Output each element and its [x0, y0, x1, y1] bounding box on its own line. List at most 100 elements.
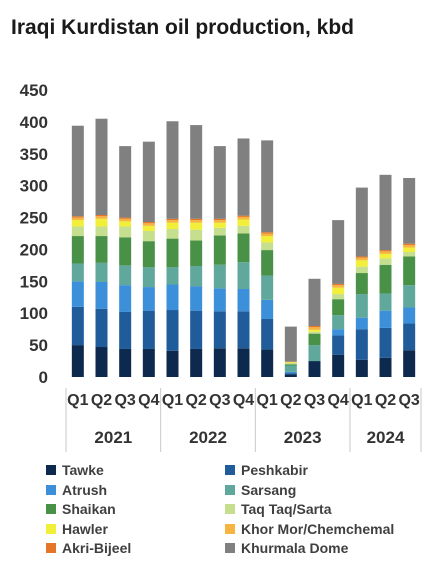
- legend-item: Akri-Bijeel: [46, 540, 131, 556]
- bar-segment-khor-mor-chemchemal: [190, 220, 203, 223]
- bar-segment-atrush: [166, 284, 179, 311]
- legend-label: Shaikan: [62, 501, 116, 517]
- bar-segment-akri-bijeel: [237, 215, 250, 217]
- bar-segment-hawler: [166, 222, 179, 230]
- bar-segment-khor-mor-chemchemal: [403, 244, 416, 248]
- bar-segment-hawler: [261, 236, 274, 243]
- bar-segment-tawke: [261, 349, 274, 377]
- bar-segment-hawler: [190, 222, 203, 230]
- legend-swatch: [46, 484, 56, 495]
- bar-segment-shaikan: [284, 364, 297, 366]
- bar-segment-atrush: [355, 317, 368, 330]
- bar-segment-tawke: [308, 361, 321, 377]
- bar-segment-shaikan: [332, 299, 345, 316]
- bar-segment-sarsang: [119, 265, 132, 286]
- legend-label: Atrush: [62, 481, 108, 498]
- legend-swatch: [46, 543, 56, 553]
- bar-segment-taq-taq-sarta: [213, 227, 226, 236]
- bar-segment-akri-bijeel: [403, 243, 416, 245]
- bar-segment-khurmala-dome: [284, 326, 297, 362]
- bar-segment-akri-bijeel: [142, 222, 155, 224]
- legend-swatch: [225, 484, 235, 495]
- y-tick-label: 50: [29, 336, 48, 355]
- bar-segment-peshkabir: [403, 323, 416, 351]
- bar-segment-shaikan: [308, 333, 321, 346]
- bar-segment-hawler: [119, 221, 132, 227]
- bar-segment-atrush: [261, 299, 274, 319]
- legend-swatch: [225, 465, 235, 475]
- bar-segment-sarsang: [142, 267, 155, 288]
- bar-segment-taq-taq-sarta: [71, 226, 84, 237]
- legend-item: Shaikan: [46, 501, 116, 517]
- y-tick-label: 400: [20, 113, 48, 132]
- legend-label: Sarsang: [241, 481, 297, 498]
- bar-segment-sarsang: [308, 345, 321, 362]
- bar-segment-akri-bijeel: [166, 218, 179, 221]
- year-label: 2022: [189, 428, 227, 447]
- bar-segment-hawler: [237, 219, 250, 226]
- bar-segment-peshkabir: [190, 310, 203, 349]
- bar-segment-akri-bijeel: [332, 283, 345, 286]
- legend-label: Akri-Bijeel: [62, 540, 132, 556]
- bar-segment-shaikan: [213, 235, 226, 265]
- year-label: 2023: [284, 428, 322, 447]
- bar-segment-taq-taq-sarta: [403, 252, 416, 257]
- x-tick-label: Q1: [162, 392, 183, 409]
- bar-segment-akri-bijeel: [308, 325, 321, 328]
- bar-segment-hawler: [308, 329, 321, 332]
- legend-item: Tawke: [46, 462, 104, 478]
- bar-segment-atrush: [379, 310, 392, 328]
- bar-segment-hawler: [213, 222, 226, 228]
- y-tick-label: 350: [20, 145, 48, 164]
- bar-segment-khor-mor-chemchemal: [308, 327, 321, 330]
- legend-item: Sarsang: [225, 482, 296, 498]
- bar-segment-atrush: [213, 288, 226, 312]
- legend-label: Tawke: [62, 462, 104, 478]
- legend-swatch: [225, 523, 235, 534]
- bar-segment-taq-taq-sarta: [308, 331, 321, 334]
- bar-segment-hawler: [284, 362, 297, 363]
- bar-segment-hawler: [95, 218, 108, 227]
- bar-segment-shaikan: [237, 233, 250, 263]
- bar-segment-khurmala-dome: [166, 121, 179, 219]
- legend-item: Peshkabir: [225, 462, 308, 478]
- bar-segment-shaikan: [190, 240, 203, 267]
- bar-segment-khurmala-dome: [237, 138, 250, 216]
- bar-segment-tawke: [355, 359, 368, 377]
- bar-segment-atrush: [332, 329, 345, 336]
- x-tick-label: Q4: [138, 392, 159, 409]
- bar-segment-sarsang: [261, 275, 274, 300]
- bar-segment-khurmala-dome: [261, 140, 274, 233]
- bar-segment-khurmala-dome: [119, 146, 132, 218]
- bar-segment-tawke: [332, 354, 345, 377]
- legend-swatch: [46, 465, 56, 475]
- bar-segment-shaikan: [261, 250, 274, 276]
- bar-segment-hawler: [71, 220, 84, 227]
- bar-segment-akri-bijeel: [213, 218, 226, 221]
- bar-segment-khor-mor-chemchemal: [213, 220, 226, 223]
- bar-segment-khor-mor-chemchemal: [166, 220, 179, 223]
- bar-segment-khurmala-dome: [190, 125, 203, 219]
- bar-segment-atrush: [119, 285, 132, 312]
- bar-segment-khurmala-dome: [308, 278, 321, 326]
- bar-segment-shaikan: [71, 236, 84, 264]
- legend-label: Taq Taq/Sarta: [241, 501, 332, 517]
- bar-segment-peshkabir: [332, 335, 345, 355]
- bar-segment-tawke: [142, 348, 155, 377]
- x-tick-label: Q2: [185, 392, 206, 409]
- bar-segment-taq-taq-sarta: [190, 229, 203, 241]
- bar-segment-tawke: [71, 345, 84, 377]
- legend-label: Khurmala Dome: [241, 540, 349, 556]
- legend-label: Peshkabir: [241, 462, 308, 478]
- year-label: 2021: [94, 428, 132, 447]
- x-tick-label: Q3: [209, 392, 230, 409]
- y-tick-label: 100: [20, 304, 48, 323]
- legend-swatch: [46, 504, 56, 514]
- bar-segment-peshkabir: [71, 306, 84, 346]
- legend-item: Atrush: [46, 482, 107, 498]
- bar-segment-sarsang: [284, 365, 297, 372]
- bar-segment-sarsang: [71, 263, 84, 282]
- x-tick-label: Q3: [304, 392, 325, 409]
- bar-segment-khor-mor-chemchemal: [71, 217, 84, 221]
